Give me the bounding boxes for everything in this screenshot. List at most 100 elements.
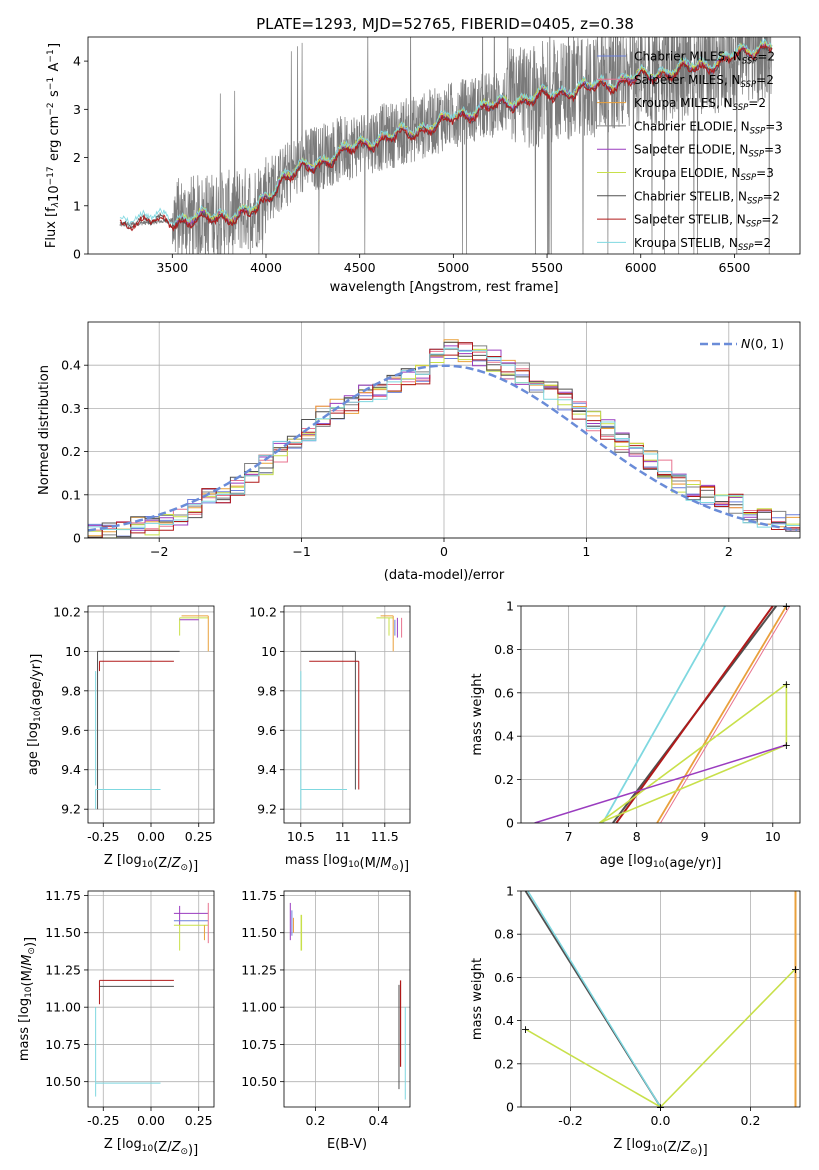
x-tick-label: 11.5 bbox=[371, 829, 399, 844]
legend-label: Salpeter STELIB, NSSP=2 bbox=[634, 213, 779, 230]
age_vs_Z-plot-area bbox=[95, 615, 209, 810]
age_vs_mass-panel: 10.5 11 11.5 9.2 9.4 9.6 9.8 10 10.2 mass [log10(… bbox=[249, 604, 411, 874]
weight-age-line bbox=[615, 606, 774, 823]
legend-label: Kroupa STELIB, NSSP=2 bbox=[634, 236, 771, 253]
y-tick-label: 4 bbox=[73, 54, 81, 69]
y-tick-label: 9.6 bbox=[61, 723, 81, 738]
age_vs_mass-plot-area bbox=[300, 615, 403, 810]
x-axis-label: Z [log10(Z/Z⊙)] bbox=[613, 1137, 707, 1158]
model-spectrum-salpeter_stelib bbox=[119, 43, 773, 232]
spectrum-legend: Chabrier MILES, NSSP=2 Salpeter MILES, NS… bbox=[597, 50, 783, 253]
y-tick-label: 0.3 bbox=[61, 401, 81, 416]
axes-frame bbox=[283, 890, 411, 1108]
y-tick-label: 0.1 bbox=[61, 487, 81, 502]
mass_vs_Z-panel: -0.25 0.00 0.25 10.50 10.75 11.00 11.25 11.50 11… bbox=[17, 888, 215, 1158]
spectrum-plot-area bbox=[119, 37, 773, 254]
residual-histogram-salpeter_stelib bbox=[88, 342, 800, 538]
figure-title: PLATE=1293, MJD=52765, FIBERID=0405, z=0… bbox=[256, 15, 634, 33]
y-tick-label: 0 bbox=[73, 247, 81, 262]
y-tick-label: 0 bbox=[506, 816, 514, 831]
x-tick-label: 0.2 bbox=[741, 1113, 761, 1128]
residual-histogram-kroupa_stelib bbox=[88, 347, 800, 531]
y-axis-label: Flux [fλ10−17 erg cm−2 s−1 A−1 ] bbox=[44, 43, 62, 248]
x-tick-label: -0.25 bbox=[87, 1113, 119, 1128]
weight-age-line bbox=[656, 606, 788, 823]
y-tick-label: 9.4 bbox=[61, 762, 81, 777]
y-tick-label: 0.2 bbox=[61, 444, 81, 459]
y-tick-label: 11.50 bbox=[45, 925, 81, 940]
x-tick-label: 6000 bbox=[625, 260, 657, 275]
y-tick-label: 11.75 bbox=[45, 888, 81, 903]
x-tick-label: -0.2 bbox=[558, 1113, 582, 1128]
mass_vs_ebv-panel: 0.2 0.4 10.50 10.75 11.00 11.25 11.50 11.75 E(B-… bbox=[241, 888, 411, 1152]
weight-age-line bbox=[660, 606, 791, 823]
y-tick-label: 11.25 bbox=[45, 962, 81, 977]
y-tick-label: 0.2 bbox=[494, 1056, 514, 1071]
y-tick-label: 0 bbox=[73, 531, 81, 546]
y-tick-label: 9.2 bbox=[61, 802, 81, 817]
y-tick-label: 1 bbox=[506, 599, 514, 614]
y-tick-label: 11.00 bbox=[45, 1000, 81, 1015]
residuals-plot-area bbox=[88, 339, 800, 538]
y-tick-label: 11.00 bbox=[241, 1000, 277, 1015]
y-tick-label: 10 bbox=[65, 644, 81, 659]
model-spectrum-kroupa_stelib bbox=[119, 38, 773, 227]
axes-frame bbox=[87, 36, 801, 255]
y-tick-label: 10.2 bbox=[53, 604, 81, 619]
y-tick-label: 1 bbox=[73, 198, 81, 213]
x-axis-label: mass [log10(M/M⊙)] bbox=[285, 853, 409, 874]
y-axis-label: mass weight bbox=[470, 958, 485, 1040]
x-axis-label: Z [log10(Z/Z⊙)] bbox=[104, 853, 198, 874]
x-tick-label: 0.0 bbox=[651, 1113, 671, 1128]
weight_vs_Z-plot-area bbox=[524, 891, 797, 1107]
y-tick-label: 11.50 bbox=[241, 925, 277, 940]
y-tick-label: 1 bbox=[506, 884, 514, 899]
y-tick-label: 2 bbox=[73, 150, 81, 165]
x-axis-label: age [log10(age/yr)] bbox=[600, 853, 722, 871]
x-tick-label: 4000 bbox=[250, 260, 282, 275]
x-tick-label: 10 bbox=[765, 829, 781, 844]
x-tick-label: 6500 bbox=[719, 260, 751, 275]
y-tick-label: 10.75 bbox=[241, 1037, 277, 1052]
age_vs_Z-panel: -0.25 0.00 0.25 9.2 9.4 9.6 9.8 10 10.2 Z [log10(… bbox=[26, 604, 215, 874]
legend-label: Chabrier STELIB, NSSP=2 bbox=[634, 189, 780, 206]
x-tick-label: 0.4 bbox=[369, 1113, 389, 1128]
x-tick-label: −1 bbox=[292, 544, 310, 559]
weight-age-marker: + bbox=[782, 739, 791, 752]
weight-z-line bbox=[527, 891, 662, 1107]
weight_vs_Z-panel: -0.2 0.0 0.2 0 0.2 0.4 0.6 0.8 1 + + + Z [log10(Z/Z⊙… bbox=[470, 884, 801, 1158]
weight-age-marker: + bbox=[782, 678, 791, 691]
data-spectrum-line bbox=[119, 37, 772, 254]
x-tick-label: 8 bbox=[633, 829, 641, 844]
x-axis-label: Z [log10(Z/Z⊙)] bbox=[104, 1137, 198, 1158]
weight-z-marker: + bbox=[791, 963, 800, 976]
y-tick-label: 0.6 bbox=[494, 685, 514, 700]
x-tick-label: 0 bbox=[440, 544, 448, 559]
x-tick-label: 10.5 bbox=[287, 829, 315, 844]
mass_vs_Z-plot-area bbox=[95, 902, 209, 1097]
legend-label: Chabrier ELODIE, NSSP=3 bbox=[634, 119, 783, 136]
x-tick-label: 5500 bbox=[531, 260, 563, 275]
y-tick-label: 11.75 bbox=[241, 888, 277, 903]
y-tick-label: 9.4 bbox=[257, 762, 277, 777]
x-tick-label: 4500 bbox=[344, 260, 376, 275]
y-tick-label: 0 bbox=[506, 1100, 514, 1115]
legend-label: Kroupa MILES, NSSP=2 bbox=[634, 96, 766, 113]
x-tick-label: 3500 bbox=[156, 260, 188, 275]
x-tick-label: -0.25 bbox=[87, 829, 119, 844]
y-tick-label: 0.6 bbox=[494, 970, 514, 985]
x-tick-label: 0.00 bbox=[137, 1113, 165, 1128]
x-axis-label: E(B-V) bbox=[327, 1137, 367, 1152]
weight-age-line bbox=[598, 682, 788, 823]
y-tick-label: 0.4 bbox=[61, 358, 81, 373]
weight-age-line bbox=[534, 744, 787, 823]
weight_vs_age-plot-area bbox=[534, 606, 791, 823]
weight-age-marker: + bbox=[782, 600, 791, 613]
legend-label: Salpeter MILES, NSSP=2 bbox=[634, 73, 774, 90]
weight-z-marker: + bbox=[521, 1023, 530, 1036]
y-tick-label: 10 bbox=[261, 644, 277, 659]
weight-age-line bbox=[601, 606, 726, 823]
legend-label: Salpeter ELODIE, NSSP=3 bbox=[634, 143, 782, 160]
x-tick-label: 0.2 bbox=[306, 1113, 326, 1128]
